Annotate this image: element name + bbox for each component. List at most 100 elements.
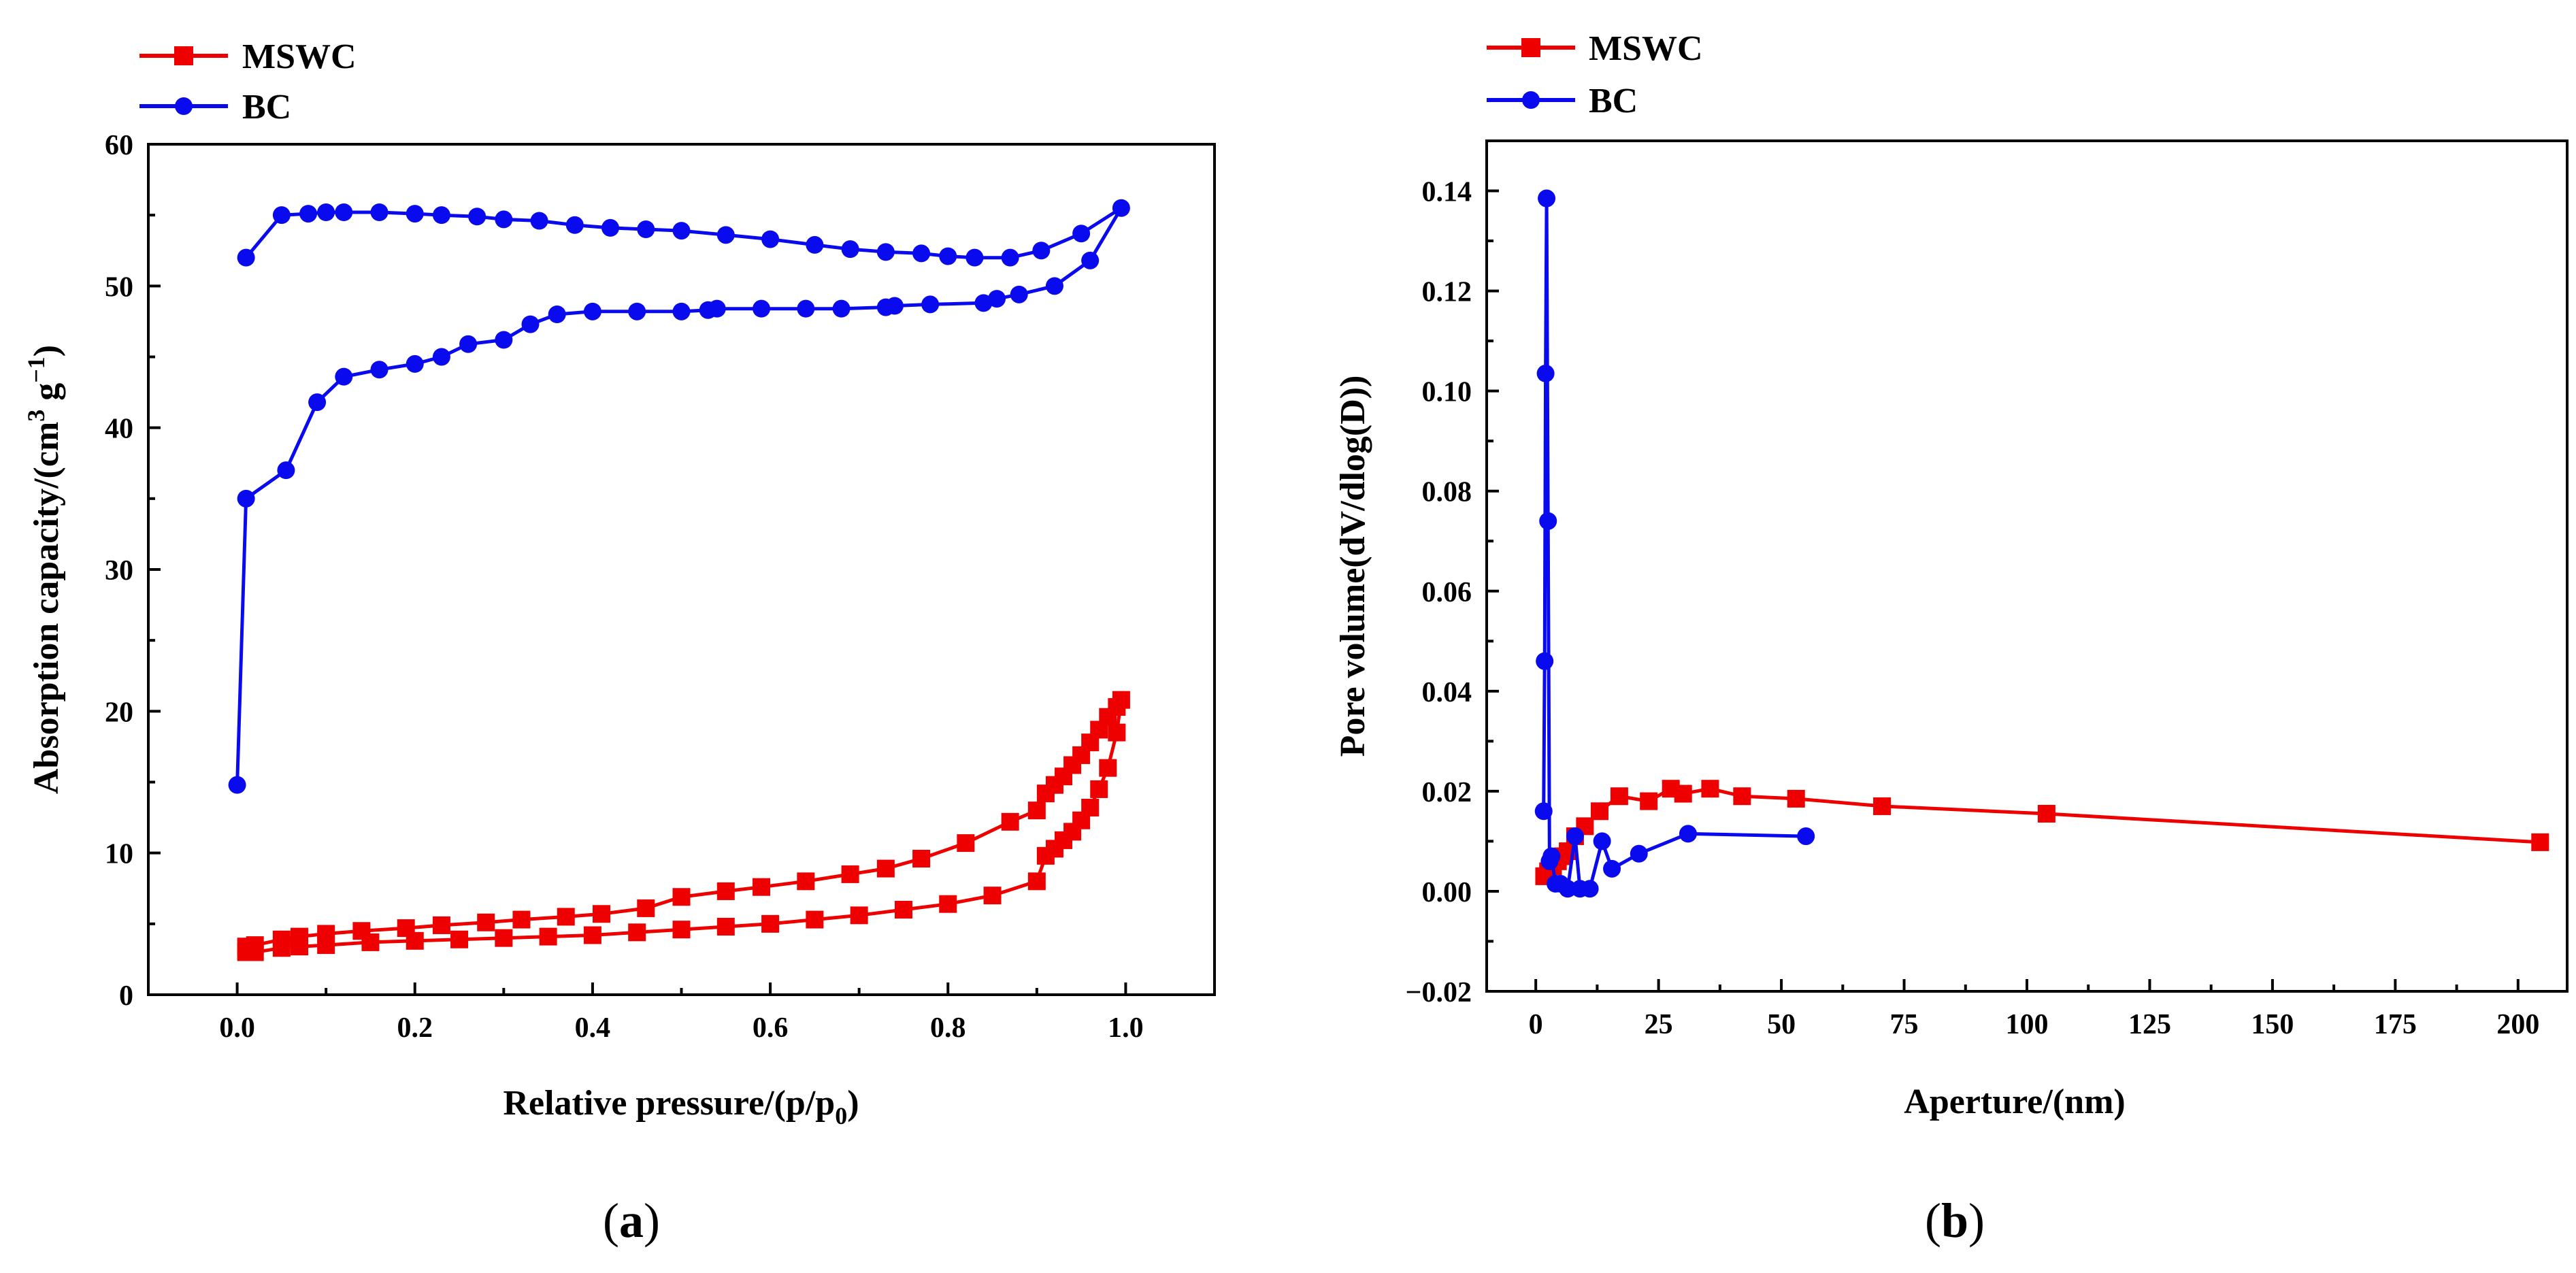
data-point-mswc-a (984, 887, 1002, 904)
x-tick-label-b: 200 (2496, 1009, 2539, 1040)
data-point-bc-b (1594, 832, 1611, 850)
data-point-bc-a (522, 316, 540, 333)
data-point-bc-a (335, 368, 352, 386)
data-point-mswc-a (717, 882, 735, 900)
data-point-bc-a (842, 240, 859, 258)
data-point-mswc-a (895, 901, 912, 919)
data-point-bc-a (912, 244, 930, 262)
x-tick-label-a: 1.0 (1108, 1012, 1144, 1044)
data-point-mswc-a (495, 929, 512, 947)
data-point-bc-b (1566, 827, 1584, 845)
data-point-bc-a (277, 461, 295, 479)
data-point-bc-a (628, 303, 646, 320)
data-point-mswc-a (939, 895, 957, 913)
data-point-mswc-a (584, 927, 601, 944)
data-point-bc-a (495, 210, 512, 228)
y-tick-label-b: 0.10 (1422, 377, 1472, 408)
y-ticks-a: 0 10 20 30 40 50 60 (105, 130, 161, 1012)
data-point-mswc-a (912, 850, 930, 867)
data-point-bc-a (833, 300, 851, 318)
data-point-mswc-a (433, 916, 450, 934)
data-point-mswc-b (1873, 797, 1891, 815)
data-point-bc-a (965, 249, 983, 267)
data-point-mswc-b (2038, 805, 2055, 823)
data-point-bc-b (1538, 190, 1555, 208)
y-tick-label-b: 0.08 (1422, 477, 1472, 508)
chart-b: MSWC BC 0 25 50 75 100 125 150 175 200 −0.020.00… (1334, 29, 2567, 1248)
x-tick-label-b: 100 (2006, 1009, 2049, 1040)
legend-b-bc-marker (1522, 91, 1540, 109)
data-point-bc-a (548, 305, 566, 323)
y-tick-label-a: 60 (105, 130, 133, 161)
y-tick-label-b: 0.04 (1422, 677, 1472, 708)
data-point-bc-a (566, 216, 584, 234)
data-point-bc-a (1032, 242, 1050, 259)
chart-a: MSWC BC 0.0 0.2 0.4 0.6 0.8 1.0 0 10 20 30 40 50 60… (22, 37, 1215, 1248)
data-point-bc-a (1002, 249, 1019, 267)
series-line-mswc-a (246, 700, 1121, 953)
data-point-mswc-a (877, 860, 895, 878)
data-point-bc-a (237, 490, 255, 508)
data-point-mswc-a (957, 834, 974, 852)
data-point-mswc-a (317, 925, 335, 942)
data-point-bc-a (495, 331, 512, 349)
data-point-bc-a (299, 205, 317, 222)
data-point-mswc-a (450, 931, 468, 948)
data-point-mswc-a (628, 923, 646, 941)
data-point-bc-a (886, 297, 904, 315)
legend-a-mswc-label: MSWC (242, 37, 357, 76)
y-tick-label-b: −0.02 (1406, 977, 1472, 1008)
x-tick-label-a: 0.2 (397, 1012, 433, 1044)
data-point-bc-a (371, 361, 389, 378)
data-point-bc-a (371, 203, 389, 221)
data-point-bc-a (229, 776, 246, 794)
data-point-bc-a (753, 300, 770, 318)
data-point-mswc-b (1591, 802, 1608, 820)
data-point-bc-a (584, 303, 601, 320)
data-point-mswc-a (797, 872, 814, 890)
data-point-mswc-a (842, 865, 859, 883)
data-point-mswc-a (557, 908, 575, 925)
data-point-mswc-a (1099, 759, 1117, 777)
data-point-mswc-a (1090, 780, 1108, 798)
data-point-mswc-a (1037, 784, 1055, 802)
series-a (229, 199, 1130, 961)
data-point-bc-a (673, 303, 691, 320)
figure: MSWC BC 0.0 0.2 0.4 0.6 0.8 1.0 0102030405060… (0, 0, 2576, 1273)
data-point-bc-a (1112, 199, 1130, 217)
y-tick-label-a: 0 (119, 980, 133, 1012)
y-tick-label-a: 10 (105, 839, 133, 870)
data-point-bc-a (433, 348, 450, 366)
y-tick-label-b: 0.00 (1422, 877, 1472, 908)
data-point-mswc-a (673, 888, 691, 906)
x-tick-label-a: 0.0 (219, 1012, 255, 1044)
caption-a: (a) (603, 1193, 660, 1248)
data-point-mswc-a (352, 922, 370, 940)
y-ticks-b: −0.02 0.00 0.02 0.04 0.06 0.08 0.10 0.12 0.14 (1406, 177, 1499, 1008)
data-point-bc-a (237, 249, 255, 267)
legend-a-bc-label: BC (242, 88, 291, 127)
series-line-bc-a (237, 208, 1121, 785)
legend-a-bc-marker (175, 97, 193, 115)
y-tick-label-a: 50 (105, 271, 133, 303)
data-point-bc-a (1072, 225, 1090, 242)
data-point-mswc-b (1701, 780, 1719, 797)
data-point-bc-a (673, 222, 691, 239)
data-point-mswc-a (477, 914, 495, 931)
y-tick-label-b: 0.14 (1422, 177, 1472, 208)
data-point-mswc-a (1002, 813, 1019, 831)
data-point-mswc-a (851, 906, 868, 924)
data-point-bc-a (877, 243, 895, 261)
data-point-mswc-a (1108, 724, 1125, 742)
data-point-mswc-a (761, 915, 779, 933)
legend-a: MSWC BC (139, 37, 357, 127)
data-point-bc-a (531, 212, 548, 230)
legend-b-mswc-label: MSWC (1589, 29, 1703, 68)
data-point-mswc-a (1028, 872, 1046, 890)
data-point-mswc-a (593, 905, 610, 923)
data-point-bc-a (433, 206, 450, 224)
data-point-bc-a (406, 205, 424, 222)
series-b (1535, 190, 2549, 898)
data-point-bc-a (317, 203, 335, 221)
x-tick-label-b: 50 (1767, 1009, 1796, 1040)
